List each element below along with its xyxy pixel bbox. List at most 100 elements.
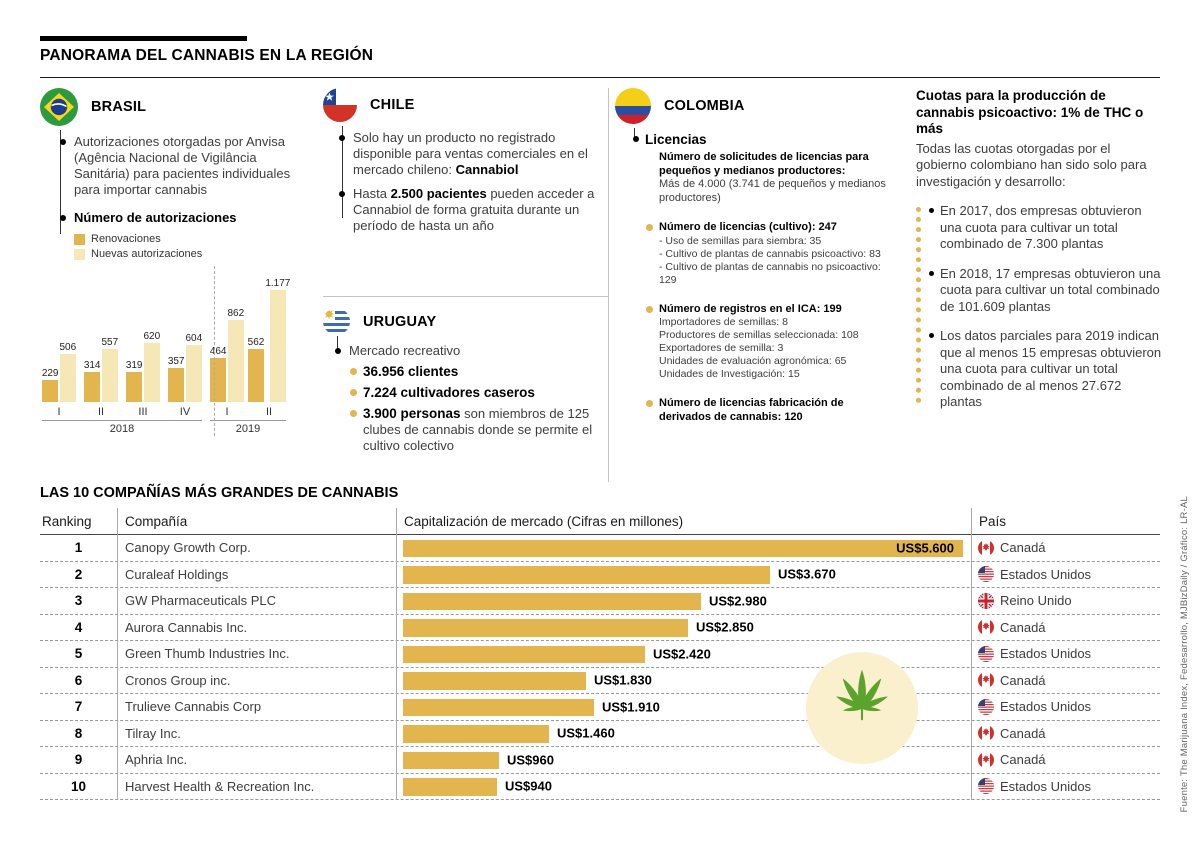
table-row: 1 Canopy Growth Corp. US$5.600 Canadá [40, 535, 1160, 562]
cuotas-item-2019: Los datos parciales para 2019 indican qu… [929, 328, 1164, 411]
companies-table: Ranking Compañía Capitalización de merca… [40, 508, 1160, 800]
marketcap-value: US$1.830 [594, 672, 652, 688]
bar-value-label: 464 [209, 346, 227, 357]
source-credit: Fuente: The Marijuana Index, Fedesarroll… [1179, 495, 1190, 812]
bar-value-label: 229 [41, 368, 59, 379]
x-tick-label: II [265, 406, 273, 418]
chile-bullet-producto: Solo hay un producto no registrado dispo… [339, 130, 595, 178]
uruguay-bullet-mercado: Mercado recreativo [335, 343, 603, 359]
colombia-connector-line [634, 128, 635, 140]
chart-bar [227, 320, 244, 402]
cuotas-item-2018: En 2018, 17 empresas obtuvieron una cuot… [929, 266, 1164, 316]
brasil-chart-title: Número de autorizaciones [60, 210, 312, 226]
country-cell: Reino Unido [971, 592, 1160, 609]
section-chile: CHILE Solo hay un producto no registrado… [323, 88, 595, 234]
uruguay-flag-icon [323, 308, 350, 335]
bar-value-label: 1.177 [265, 278, 291, 289]
country-cell: Canadá [971, 619, 1160, 636]
bar-value-label: 506 [59, 342, 77, 353]
marketcap-value: US$3.670 [778, 566, 836, 582]
flag-usa-icon [978, 778, 994, 795]
flag-usa-icon [978, 566, 994, 583]
marketcap-value: US$960 [507, 752, 554, 768]
colombia-title: COLOMBIA [664, 98, 745, 114]
flag-uk-icon [978, 592, 994, 609]
cultivo-sub: - Uso de semillas para siembra: 35 [659, 234, 822, 247]
uruguay-item-clubes: 3.900 personas son miembros de 125 clube… [350, 406, 603, 454]
country-name: Canadá [1000, 725, 1046, 741]
chart-bar [42, 380, 59, 402]
marketcap-value: US$2.980 [709, 593, 767, 609]
brasil-bullet-anvisa: Autorizaciones otorgadas por Anvisa (Agê… [60, 134, 312, 198]
marketcap-bar [403, 592, 701, 610]
uruguay-item-bold: 7.224 cultivadores caseros [363, 385, 535, 400]
flag-usa-icon [978, 698, 994, 715]
chart-bar [247, 349, 264, 402]
chart-bars-area: 229 506 314 557 319 620 357 604 464 862 562 1.177 [42, 274, 302, 402]
table-row: 4 Aurora Cannabis Inc. US$2.850 Canadá [40, 615, 1160, 641]
chile-connector-line [342, 126, 343, 218]
country-name: Canadá [1000, 672, 1046, 688]
column-divider [971, 508, 972, 800]
company-cell: GW Pharmaceuticals PLC [125, 593, 276, 609]
flag-canada-icon [978, 539, 994, 556]
table-title: LAS 10 COMPAÑÍAS MÁS GRANDES DE CANNABIS [40, 485, 399, 501]
colombia-flag-icon [615, 88, 651, 124]
marketcap-cell: US$5.600 [396, 535, 971, 561]
header-divider [40, 77, 1160, 78]
gold-dotted-line [916, 207, 921, 403]
uruguay-title: URUGUAY [363, 313, 437, 330]
rank-cell: 1 [74, 540, 83, 556]
legend-swatch-renovaciones [74, 233, 85, 245]
header-compania: Compañía [125, 513, 188, 529]
marketcap-cell: US$940 [396, 774, 971, 800]
flag-canada-icon [978, 672, 994, 689]
legend-label: Renovaciones [91, 233, 161, 245]
country-name: Estados Unidos [1000, 699, 1092, 715]
ica-sub: Productores de semillas seleccionada: 10… [659, 329, 859, 341]
section-uruguay: URUGUAY Mercado recreativo 36.956 client… [323, 308, 603, 454]
bar-value-label: 562 [247, 337, 265, 348]
marketcap-value: US$1.910 [602, 699, 660, 715]
header-pais: País [979, 513, 1007, 529]
marketcap-bar [403, 619, 688, 637]
year-label-2019: 2019 [210, 420, 286, 435]
solicitudes-head: Número de solicitudes de licencias para … [659, 151, 869, 177]
chile-flag-icon [323, 88, 357, 122]
legend-swatch-nuevas [74, 248, 85, 260]
brazil-flag-icon [40, 88, 78, 126]
brasil-connector-line [60, 130, 61, 234]
rank-cell: 7 [74, 699, 83, 715]
marketcap-bar [403, 751, 499, 769]
colombia-fabricacion-block: Número de licencias fabricación de deriv… [646, 397, 884, 424]
marketcap-value: US$5.600 [896, 540, 954, 556]
cuotas-intro: Todas las cuotas otorgadas por el gobier… [916, 140, 1147, 189]
chart-bar-group: 314 557 [84, 337, 118, 402]
bar-value-label: 604 [185, 333, 203, 344]
chile-bullet2-bold: 2.500 pacientes [390, 186, 487, 201]
flag-canada-icon [978, 751, 994, 768]
marketcap-bar [403, 698, 594, 716]
country-cell: Estados Unidos [971, 778, 1160, 795]
rank-cell: 9 [74, 752, 83, 768]
cannabis-leaf-icon [818, 660, 906, 756]
chart-year-separator [214, 266, 215, 436]
country-name: Estados Unidos [1000, 646, 1092, 662]
chile-bullet1-bold: Cannabiol [455, 162, 519, 177]
rank-cell: 6 [74, 672, 83, 688]
solicitudes-body: Más de 4.000 (3.741 de pequeños y median… [659, 178, 886, 204]
marketcap-bar [403, 566, 770, 584]
chile-bullet2-pre: Hasta [353, 186, 391, 201]
country-name: Canadá [1000, 619, 1046, 635]
legend-item: Nuevas autorizaciones [74, 248, 312, 260]
x-tick-label: IV [179, 406, 191, 418]
cultivo-sub: - Cultivo de plantas de cannabis no psic… [659, 260, 881, 286]
colombia-ica-block: Número de registros en el ICA: 199 Impor… [646, 303, 884, 382]
chile-bullet2-post: pueden acceder a Cannabiol de forma grat… [353, 186, 595, 233]
chart-bar [210, 358, 227, 402]
chile-bullet-pacientes: Hasta 2.500 pacientes pueden acceder a C… [339, 186, 595, 234]
country-cell: Canadá [971, 725, 1160, 742]
marketcap-bar [403, 645, 645, 663]
marketcap-cell: US$1.910 [396, 694, 971, 720]
